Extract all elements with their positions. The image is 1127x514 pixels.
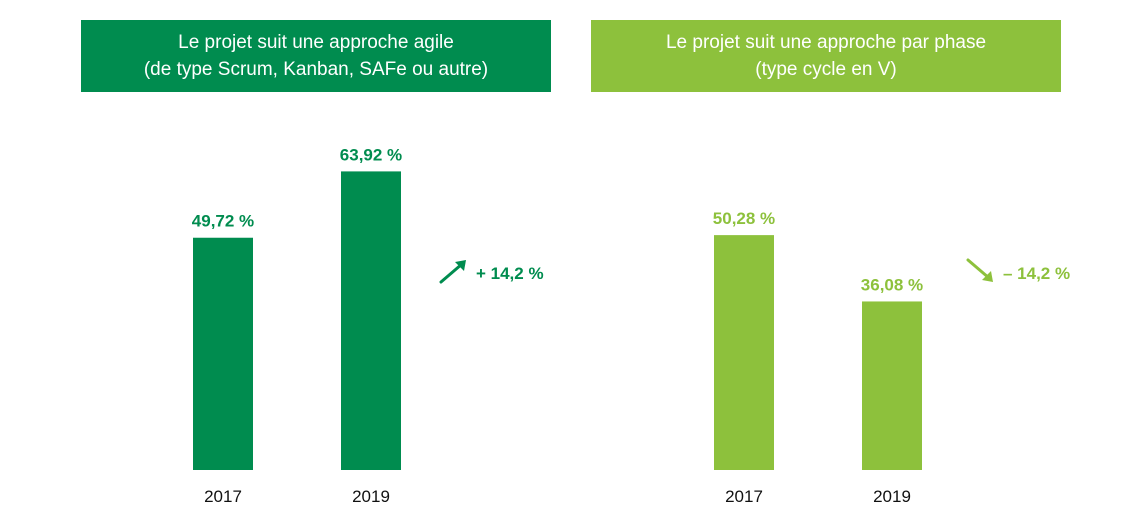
chart-panel-phase: Le projet suit une approche par phase (t… bbox=[563, 0, 1127, 514]
x-tick-label-2017: 2017 bbox=[204, 487, 242, 506]
data-label-2019: 63,92 % bbox=[340, 145, 402, 164]
chart-title-line-1: Le projet suit une approche par phase bbox=[665, 32, 987, 53]
arrow-up-icon bbox=[439, 260, 466, 284]
bar-chart-phase: 50,28 % 2017 36,08 % 2019 – 14,2 % bbox=[713, 209, 1070, 506]
chart-title-line-2: (type cycle en V) bbox=[755, 59, 897, 80]
chart-title-phase: Le projet suit une approche par phase (t… bbox=[591, 20, 1061, 92]
x-tick-label-2017: 2017 bbox=[725, 487, 763, 506]
bar-2019 bbox=[862, 301, 922, 470]
change-label: + 14,2 % bbox=[476, 264, 544, 283]
chart-title-line-1: Le projet suit une approche agile bbox=[178, 32, 454, 53]
bar-chart-agile: 49,72 % 2017 63,92 % 2019 + 14,2 % bbox=[192, 145, 544, 506]
data-label-2019: 36,08 % bbox=[861, 275, 923, 294]
change-label: – 14,2 % bbox=[1003, 264, 1070, 283]
data-label-2017: 49,72 % bbox=[192, 212, 254, 231]
x-tick-label-2019: 2019 bbox=[352, 487, 390, 506]
bar-2017 bbox=[714, 235, 774, 470]
chart-panel-agile: Le projet suit une approche agile (de ty… bbox=[0, 0, 563, 514]
x-tick-label-2019: 2019 bbox=[873, 487, 911, 506]
bar-2019 bbox=[341, 171, 401, 470]
chart-title-agile: Le projet suit une approche agile (de ty… bbox=[81, 20, 551, 92]
chart-title-line-2: (de type Scrum, Kanban, SAFe ou autre) bbox=[143, 59, 489, 80]
data-label-2017: 50,28 % bbox=[713, 209, 775, 228]
bar-2017 bbox=[193, 237, 253, 470]
arrow-down-icon bbox=[966, 258, 993, 282]
